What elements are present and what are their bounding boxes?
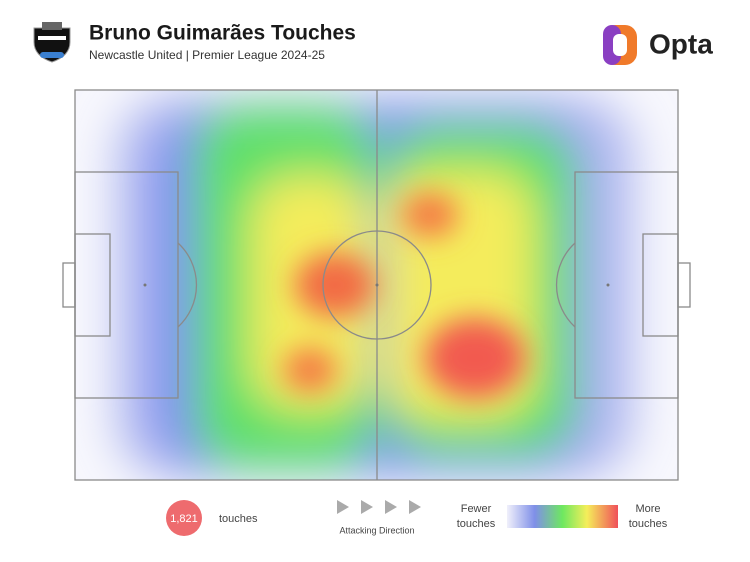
direction-arrows — [337, 500, 421, 514]
opta-logo — [603, 25, 637, 65]
legend-low: Fewer touches — [456, 503, 496, 530]
touches-label: touches — [219, 513, 258, 525]
penalty-spot — [606, 283, 610, 287]
subtitle: Newcastle United | Premier League 2024-2… — [89, 48, 325, 62]
title: Bruno Guimarães Touches — [89, 22, 356, 45]
club-crest — [33, 22, 71, 63]
touches-count: 1,821 — [170, 513, 198, 525]
touches-badge — [166, 500, 202, 536]
legend-scale — [507, 505, 618, 528]
brand: Opta — [649, 28, 713, 59]
legend-high: More touches — [628, 503, 668, 530]
penalty-spot — [143, 283, 147, 287]
centre-spot — [375, 283, 379, 287]
direction-label: Attacking Direction — [339, 525, 414, 535]
